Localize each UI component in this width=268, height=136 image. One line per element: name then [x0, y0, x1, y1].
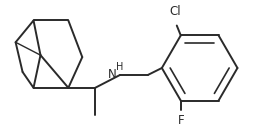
- Text: H: H: [116, 62, 124, 72]
- Text: F: F: [177, 114, 184, 127]
- Text: Cl: Cl: [169, 5, 181, 18]
- Text: N: N: [108, 68, 117, 81]
